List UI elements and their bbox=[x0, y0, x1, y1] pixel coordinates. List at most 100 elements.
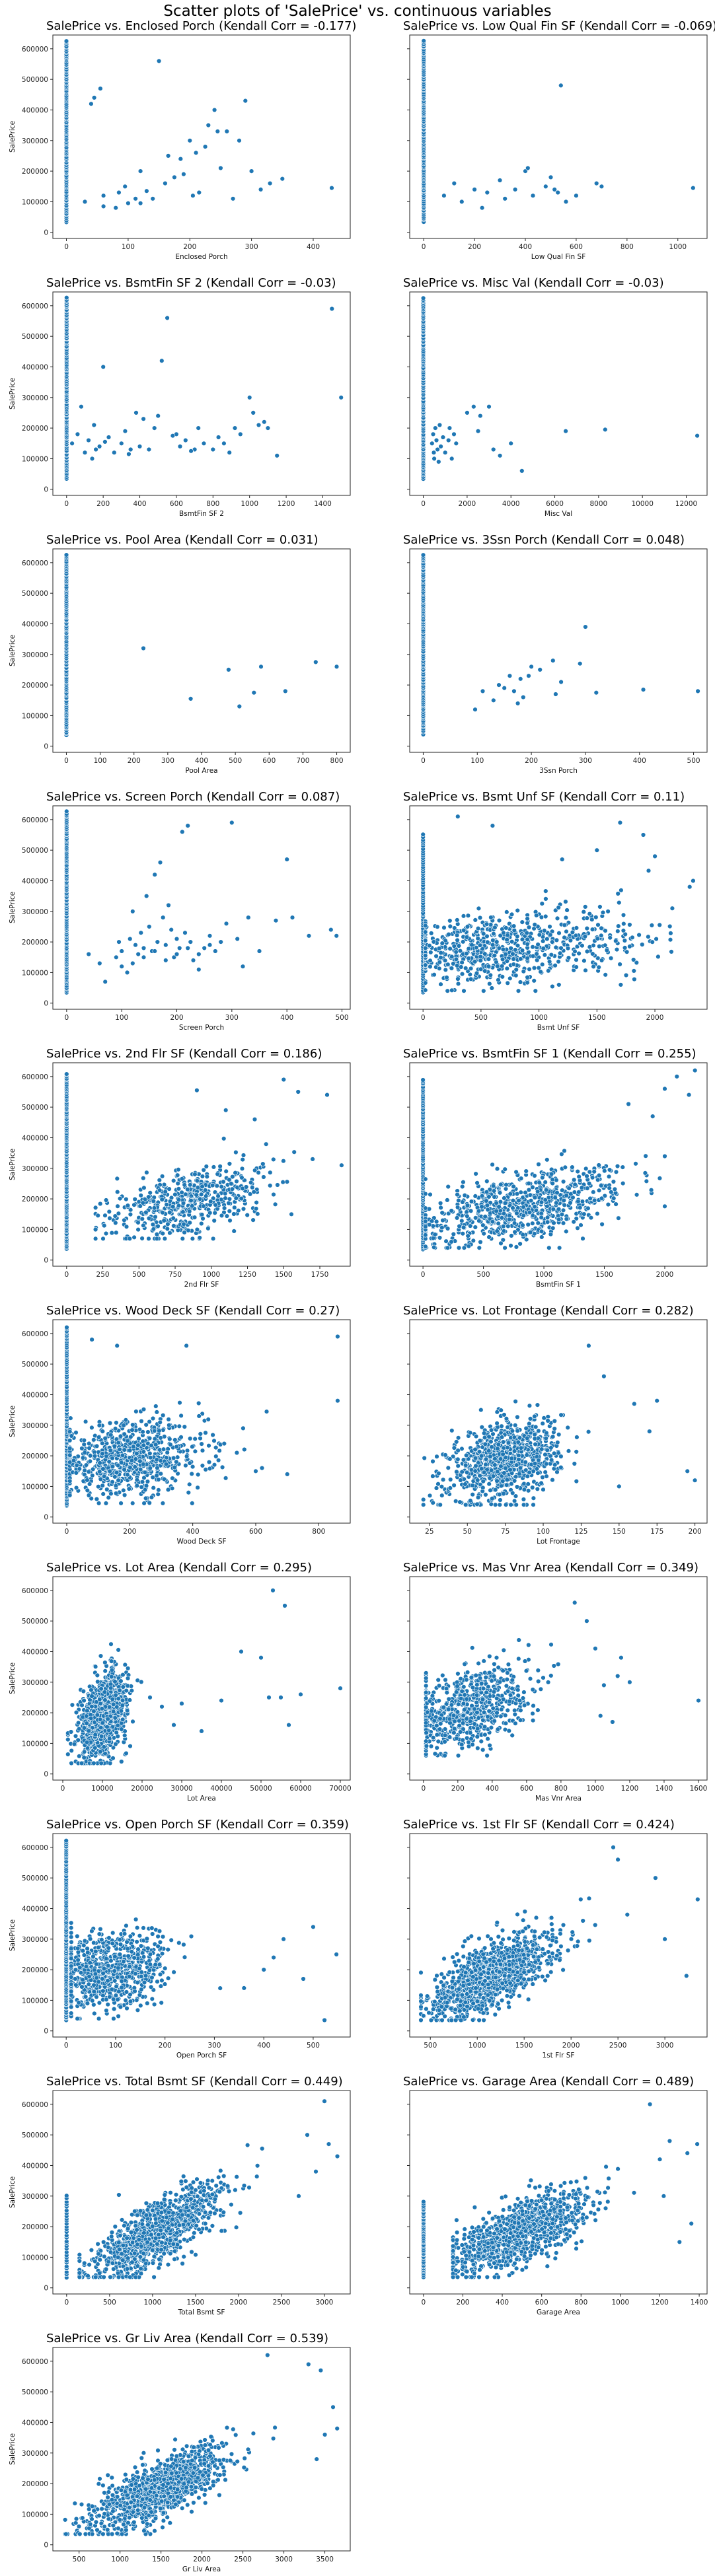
data-point bbox=[190, 1464, 196, 1470]
x-tick-label: 6000 bbox=[546, 500, 564, 508]
subplot-title: SalePrice vs. 3Ssn Porch (Kendall Corr =… bbox=[403, 533, 685, 547]
data-point bbox=[123, 1417, 129, 1423]
data-point bbox=[103, 1501, 109, 1506]
data-point bbox=[186, 1490, 191, 1495]
data-point bbox=[555, 190, 560, 196]
data-point bbox=[128, 447, 133, 452]
data-point bbox=[439, 1493, 445, 1498]
data-point bbox=[622, 945, 628, 950]
data-point bbox=[128, 1211, 133, 1217]
data-point bbox=[445, 1465, 451, 1471]
y-tick-label: 0 bbox=[44, 1257, 48, 1265]
data-point bbox=[196, 1472, 201, 1478]
data-point bbox=[532, 1195, 538, 1200]
data-point bbox=[219, 1464, 225, 1470]
data-point bbox=[540, 1175, 545, 1180]
data-point bbox=[87, 1482, 93, 1487]
data-point bbox=[208, 1199, 213, 1204]
data-point bbox=[81, 1437, 87, 1443]
data-point bbox=[280, 176, 285, 182]
data-point bbox=[213, 1202, 218, 1207]
data-point bbox=[521, 968, 526, 974]
data-point bbox=[234, 1178, 239, 1184]
data-point bbox=[133, 1409, 139, 1414]
data-point bbox=[587, 1169, 592, 1174]
data-point bbox=[595, 1211, 600, 1217]
data-point bbox=[525, 980, 530, 985]
subplot-7: SalePrice vs. Screen Porch (Kendall Corr… bbox=[9, 790, 351, 1032]
data-point bbox=[178, 1435, 184, 1440]
data-point bbox=[459, 1218, 465, 1224]
data-point bbox=[570, 929, 576, 935]
data-point bbox=[455, 1192, 460, 1198]
data-point bbox=[157, 1419, 163, 1425]
x-tick-label: 1000 bbox=[535, 1271, 553, 1279]
data-point bbox=[497, 453, 503, 458]
data-point bbox=[568, 1200, 573, 1205]
data-point bbox=[190, 1501, 195, 1506]
data-point bbox=[524, 930, 529, 936]
data-point bbox=[457, 1223, 462, 1229]
data-point bbox=[619, 888, 624, 893]
data-point bbox=[141, 645, 146, 651]
data-point bbox=[189, 1471, 194, 1477]
data-point bbox=[532, 1231, 537, 1236]
data-point bbox=[122, 1467, 127, 1472]
y-axis-label: SalePrice bbox=[9, 121, 17, 153]
data-point bbox=[478, 966, 484, 972]
data-point bbox=[527, 1192, 533, 1198]
data-point bbox=[606, 1174, 612, 1180]
data-point bbox=[441, 193, 447, 198]
data-point bbox=[572, 1182, 578, 1188]
data-point bbox=[501, 930, 506, 936]
data-point bbox=[196, 951, 202, 957]
data-point bbox=[147, 1466, 153, 1471]
data-point bbox=[143, 1495, 149, 1501]
y-tick-label: 600000 bbox=[22, 559, 48, 567]
data-point bbox=[289, 1211, 294, 1217]
data-point bbox=[627, 922, 632, 927]
x-tick-label: 0 bbox=[64, 1014, 69, 1022]
data-point bbox=[251, 690, 256, 696]
data-point bbox=[512, 1423, 518, 1428]
data-point bbox=[484, 921, 490, 927]
data-point bbox=[114, 1420, 119, 1425]
data-point bbox=[430, 1474, 435, 1479]
data-point bbox=[334, 933, 339, 939]
data-point bbox=[139, 1236, 145, 1241]
data-point bbox=[104, 1453, 109, 1459]
data-point bbox=[607, 1167, 613, 1172]
data-point bbox=[449, 954, 455, 960]
data-point bbox=[210, 447, 215, 452]
data-point bbox=[196, 967, 202, 972]
data-point bbox=[527, 966, 532, 972]
data-point bbox=[156, 1477, 161, 1482]
data-point bbox=[545, 1219, 550, 1225]
data-point bbox=[472, 707, 478, 712]
data-point bbox=[562, 935, 567, 941]
plot-frame bbox=[52, 1062, 351, 1267]
x-tick-label: 8000 bbox=[589, 500, 607, 508]
data-point bbox=[132, 1196, 137, 1202]
data-point bbox=[564, 1193, 569, 1198]
data-point bbox=[63, 38, 69, 44]
x-tick-label: 0 bbox=[421, 757, 426, 765]
data-point bbox=[498, 1240, 504, 1246]
data-point bbox=[620, 1164, 625, 1170]
data-point bbox=[197, 1235, 202, 1240]
data-point bbox=[560, 1207, 566, 1213]
data-point bbox=[203, 1188, 208, 1193]
data-point bbox=[502, 1196, 507, 1201]
data-point bbox=[453, 441, 459, 446]
data-point bbox=[82, 199, 88, 205]
data-point bbox=[478, 1407, 484, 1413]
data-point bbox=[199, 1441, 204, 1447]
data-point bbox=[472, 917, 478, 923]
data-point bbox=[500, 947, 506, 952]
data-point bbox=[497, 1190, 503, 1196]
data-point bbox=[646, 934, 651, 939]
x-tick-label: 0 bbox=[422, 243, 426, 251]
data-point bbox=[182, 930, 188, 935]
data-point bbox=[515, 943, 521, 948]
data-point bbox=[562, 1202, 567, 1208]
